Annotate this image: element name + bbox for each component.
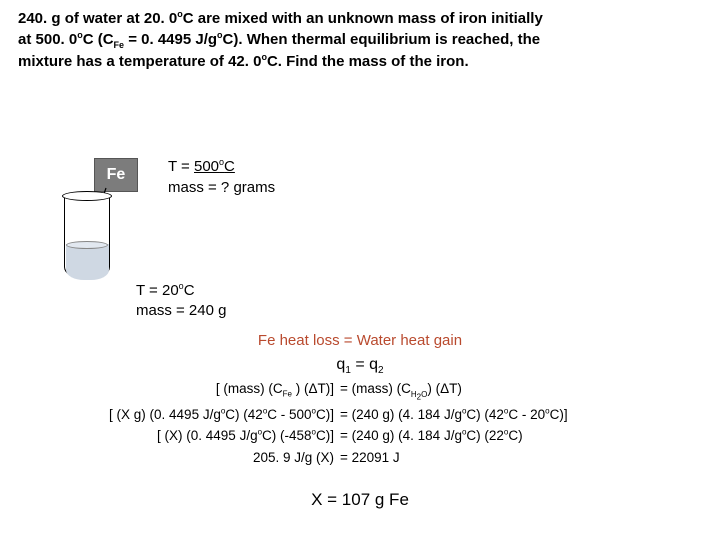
text: C). When thermal equilibrium is reached,… [223,31,541,48]
text: at 500. 0 [18,31,77,48]
text: C are mixed with an unknown mass of iron… [183,10,543,27]
equation-steps: [ (mass) (CFe ) (ΔT)] = (mass) (CH2O) (Δ… [24,380,696,470]
text: C. Find the mass of the iron. [267,53,469,70]
fe-label: Fe [107,166,126,184]
water-info: T = 20oC mass = 240 g [136,280,226,322]
problem-statement: 240. g of water at 20. 0oC are mixed wit… [18,8,702,73]
beaker-diagram [58,195,116,281]
text: T = 20 [136,282,179,299]
text: C (C [83,31,114,48]
text: mixture has a temperature of 42. 0 [18,53,261,70]
iron-info: T = 500oC mass = ? grams [168,156,275,198]
heat-equation-label: Fe heat loss = Water heat gain [0,332,720,349]
text: 240. g of water at 20. 0 [18,10,177,27]
text: mass = 240 g [136,302,226,319]
text: T = [168,158,194,175]
text: mass = ? grams [168,179,275,196]
final-answer: X = 107 g Fe [0,490,720,510]
q-equation: q1 = q2 [0,356,720,376]
text: = 0. 4495 J/g [124,31,217,48]
